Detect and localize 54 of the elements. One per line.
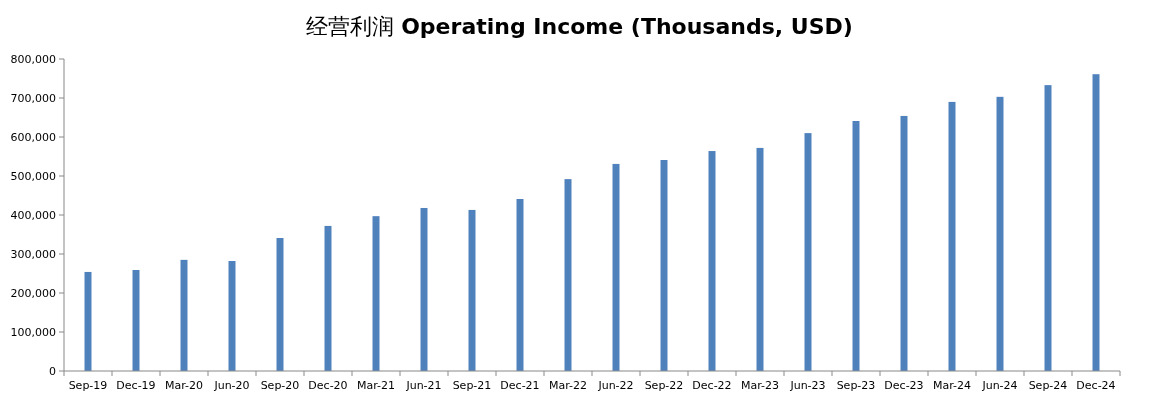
bar — [564, 179, 572, 371]
x-tick-label: Dec-23 — [884, 379, 924, 392]
y-tick-label: 0 — [49, 365, 56, 378]
bar — [1044, 85, 1052, 371]
x-tick-label: Jun-21 — [405, 379, 442, 392]
y-tick-label: 500,000 — [10, 170, 56, 183]
bar — [324, 225, 332, 371]
x-tick-label: Sep-20 — [260, 379, 300, 392]
x-tick-label: Dec-22 — [692, 379, 732, 392]
y-tick-label: 300,000 — [10, 248, 56, 261]
bar — [612, 163, 620, 371]
x-tick-label: Jun-24 — [981, 379, 1018, 392]
bar — [228, 261, 236, 371]
y-tick-label: 600,000 — [10, 131, 56, 144]
bar — [468, 209, 476, 371]
y-tick-label: 800,000 — [10, 53, 56, 66]
bar — [1092, 74, 1100, 371]
x-tick-label: Mar-20 — [164, 379, 204, 392]
bar — [996, 96, 1004, 371]
x-tick-label: Sep-22 — [644, 379, 684, 392]
bar — [756, 147, 764, 371]
x-tick-label: Sep-23 — [836, 379, 876, 392]
x-tick-label: Mar-23 — [740, 379, 780, 392]
x-tick-label: Sep-21 — [452, 379, 492, 392]
x-tick-label: Mar-22 — [548, 379, 588, 392]
bar — [180, 259, 188, 371]
y-tick-label: 400,000 — [10, 209, 56, 222]
x-tick-label: Sep-19 — [68, 379, 108, 392]
x-tick-label: Sep-24 — [1028, 379, 1068, 392]
bar — [660, 160, 668, 371]
bar — [948, 101, 956, 371]
bar — [804, 133, 812, 371]
y-tick-label: 200,000 — [10, 287, 56, 300]
bar — [276, 238, 284, 371]
x-tick-label: Dec-20 — [308, 379, 348, 392]
y-tick-label: 100,000 — [10, 326, 56, 339]
y-tick-label: 700,000 — [10, 92, 56, 105]
bar — [420, 207, 428, 371]
bar — [900, 115, 908, 371]
x-tick-label: Jun-23 — [789, 379, 826, 392]
x-tick-label: Mar-24 — [932, 379, 972, 392]
x-tick-label: Jun-20 — [213, 379, 250, 392]
x-tick-label: Dec-24 — [1076, 379, 1116, 392]
x-tick-label: Dec-21 — [500, 379, 540, 392]
bar — [708, 151, 716, 371]
bar — [516, 199, 524, 371]
x-tick-label: Mar-21 — [356, 379, 396, 392]
bar — [852, 121, 860, 371]
x-tick-label: Dec-19 — [116, 379, 156, 392]
bar — [132, 269, 140, 371]
x-tick-label: Jun-22 — [597, 379, 634, 392]
bar — [372, 216, 380, 371]
chart-title: 经营利润 Operating Income (Thousands, USD) — [306, 14, 853, 39]
bar — [84, 271, 92, 371]
